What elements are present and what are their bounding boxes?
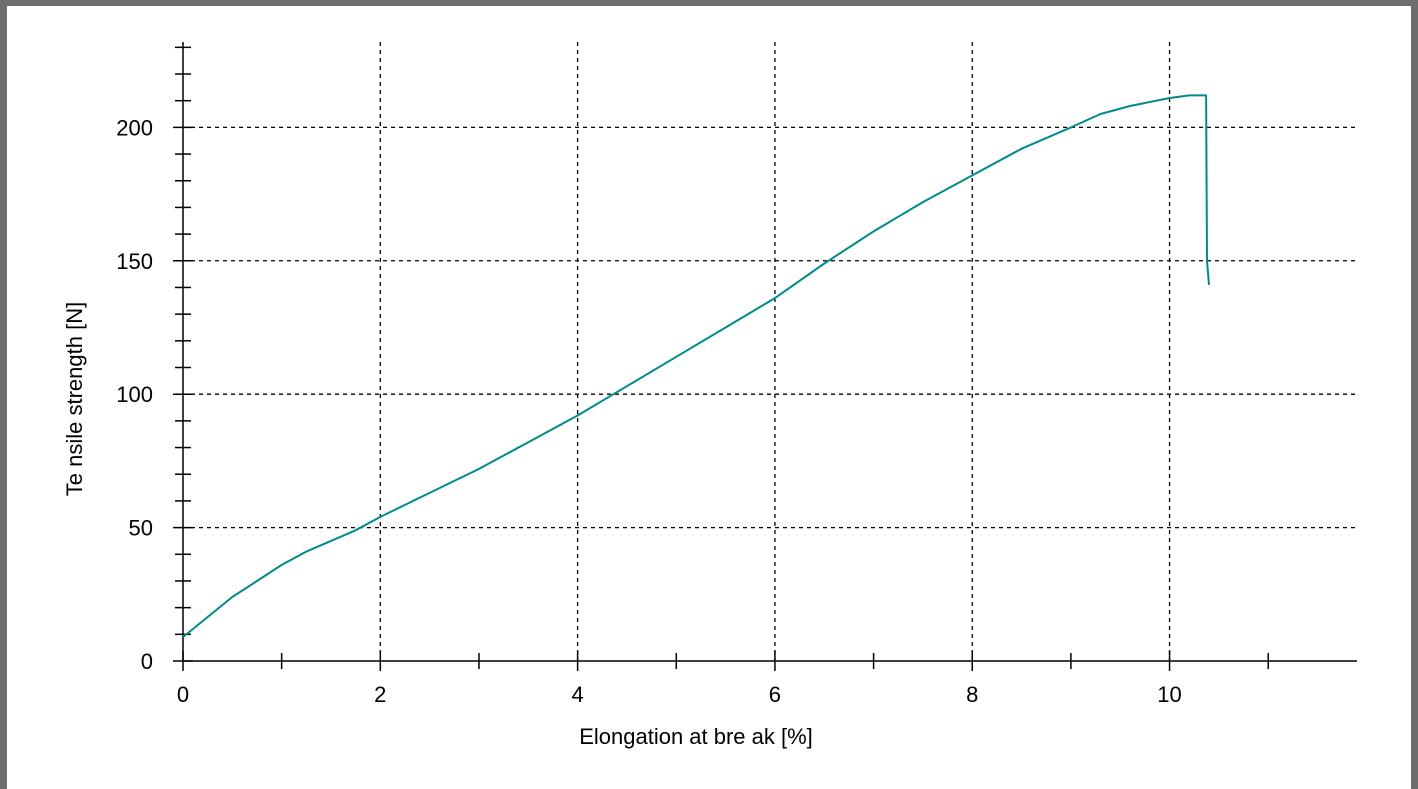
x-tick-label: 10 <box>1157 682 1181 707</box>
x-tick-label: 8 <box>966 682 978 707</box>
x-axis-title: Elongation at bre ak [%] <box>579 724 813 749</box>
y-tick-label: 100 <box>116 382 153 407</box>
y-tick-label: 50 <box>129 516 153 541</box>
series-line-0 <box>182 94 1210 638</box>
series-layer <box>182 94 1210 638</box>
grid-layer <box>183 42 1357 661</box>
x-tick-label: 2 <box>374 682 386 707</box>
y-tick-label: 150 <box>116 249 153 274</box>
x-tick-label: 4 <box>571 682 583 707</box>
axes-layer <box>173 42 1357 671</box>
y-axis-title: Te nsile strength [N] <box>62 302 87 496</box>
y-tick-label: 200 <box>116 115 153 140</box>
x-tick-label: 6 <box>769 682 781 707</box>
x-tick-label: 0 <box>177 682 189 707</box>
y-tick-label: 0 <box>141 649 153 674</box>
